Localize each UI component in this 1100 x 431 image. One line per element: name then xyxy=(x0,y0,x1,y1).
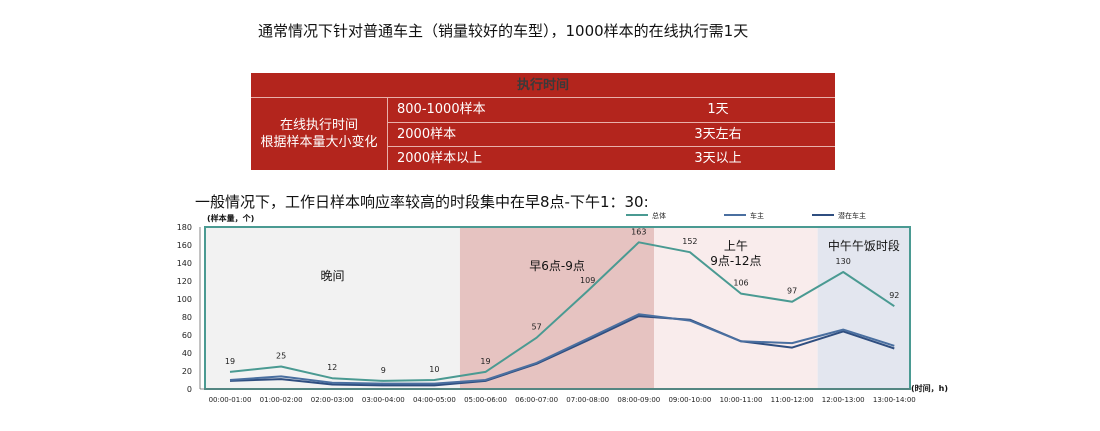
y-ticks: 0 20 40 60 80 100 120 140 160 180 xyxy=(177,223,192,394)
x-tick-label: 02:00-03:00 xyxy=(311,396,354,404)
y-tick-label: 80 xyxy=(182,313,192,322)
y-tick-label: 180 xyxy=(177,223,192,232)
y-axis-title: (样本量，个) xyxy=(207,213,254,223)
data-label: 10 xyxy=(429,365,439,374)
y-tick-label: 140 xyxy=(177,259,192,268)
data-label: 92 xyxy=(889,291,899,300)
zone-labels: 晚间 早6点-9点 上午 9点-12点 中午午饭时段 xyxy=(320,238,899,283)
data-label: 19 xyxy=(225,357,235,366)
y-tick-label: 0 xyxy=(187,385,192,394)
legend-label: 潜在车主 xyxy=(838,211,866,220)
sample-cell: 2000样本 xyxy=(397,127,457,142)
data-label: 152 xyxy=(682,237,697,246)
series-line xyxy=(229,315,895,387)
row-label-line-2: 根据样本量大小变化 xyxy=(260,135,378,150)
x-ticks: 00:00-01:00 01:00-02:00 02:00-03:00 03:00-0… xyxy=(209,396,916,404)
legend-label: 车主 xyxy=(750,211,764,220)
time-cell: 3天以上 xyxy=(694,151,742,166)
x-tick-label: 04:00-05:00 xyxy=(413,396,456,404)
x-tick-label: 03:00-04:00 xyxy=(362,396,405,404)
row-label-line-1: 在线执行时间 xyxy=(279,118,358,133)
x-axis-title: (时间，h) xyxy=(911,383,948,393)
data-labels: 19 25 12 9 10 19 57 109 163 152 106 97 130 92 xyxy=(225,227,899,375)
subheading: 一般情况下，工作日样本响应率较高的时段集中在早8点-下午1：30: xyxy=(195,193,649,211)
zone-band xyxy=(205,227,460,389)
y-tick-label: 100 xyxy=(177,295,192,304)
time-zones xyxy=(205,227,910,389)
table-header: 执行时间 xyxy=(251,73,835,98)
x-tick-label: 11:00-12:00 xyxy=(771,396,814,404)
series-lines xyxy=(229,241,895,387)
data-label: 106 xyxy=(733,279,748,288)
data-label: 19 xyxy=(480,357,490,366)
data-label: 25 xyxy=(276,352,286,361)
x-tick-label: 12:00-13:00 xyxy=(822,396,865,404)
row-label: 在线执行时间 根据样本量大小变化 xyxy=(251,98,388,170)
x-tick-label: 05:00-06:00 xyxy=(464,396,507,404)
data-label: 109 xyxy=(580,276,595,285)
time-cell: 1天 xyxy=(707,102,729,117)
series-line xyxy=(229,313,895,385)
series-line xyxy=(229,241,895,382)
x-tick-label: 09:00-10:00 xyxy=(668,396,711,404)
y-tick-label: 60 xyxy=(182,331,192,340)
zone-label: 上午 9点-12点 xyxy=(710,239,761,268)
table-row: 2000样本以上 3天以上 xyxy=(388,146,835,170)
data-label: 57 xyxy=(532,323,542,332)
data-label: 9 xyxy=(381,366,386,375)
x-tick-label: 10:00-11:00 xyxy=(720,396,763,404)
y-tick-label: 20 xyxy=(182,367,192,376)
zone-label: 晚间 xyxy=(320,269,344,283)
zone-label: 早6点-9点 xyxy=(529,259,585,273)
zone-label: 中午午饭时段 xyxy=(828,238,900,253)
time-cell: 3天左右 xyxy=(694,127,742,142)
zone-band xyxy=(817,227,910,389)
data-label: 97 xyxy=(787,287,797,296)
sample-cell: 800-1000样本 xyxy=(397,102,486,117)
legend: 总体 车主 潜在车主 xyxy=(626,211,866,220)
zone-band xyxy=(654,227,818,389)
x-tick-label: 08:00-09:00 xyxy=(617,396,660,404)
zone-band xyxy=(459,227,655,389)
table-row: 2000样本 3天左右 xyxy=(388,122,835,146)
y-tick-label: 40 xyxy=(182,349,192,358)
x-tick-label: 00:00-01:00 xyxy=(209,396,252,404)
headline: 通常情况下针对普通车主（销量较好的车型），1000样本的在线执行需1天 xyxy=(258,22,749,40)
data-label: 12 xyxy=(327,363,337,372)
sample-cell: 2000样本以上 xyxy=(397,151,483,166)
execution-time-table: 执行时间 在线执行时间 根据样本量大小变化 800-1000样本 1天 2000… xyxy=(251,73,835,170)
y-tick-label: 160 xyxy=(177,241,192,250)
x-tick-label: 06:00-07:00 xyxy=(515,396,558,404)
table-row: 800-1000样本 1天 xyxy=(388,98,835,122)
x-tick-label: 07:00-08:00 xyxy=(566,396,609,404)
legend-label: 总体 xyxy=(652,211,666,220)
data-label: 130 xyxy=(836,257,851,266)
x-tick-label: 01:00-02:00 xyxy=(260,396,303,404)
y-tick-label: 120 xyxy=(177,277,192,286)
x-tick-label: 13:00-14:00 xyxy=(873,396,916,404)
data-label: 163 xyxy=(631,227,646,236)
